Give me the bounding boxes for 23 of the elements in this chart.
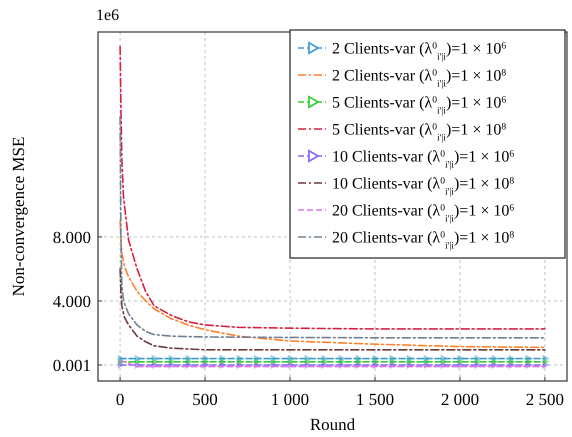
legend-label: 5 Clients-var (λ$^{0}$$_{i'|i}$)=1 × 10$^{8}$ — [332, 121, 506, 144]
y-axis-title: Non-convergence MSE — [9, 136, 28, 296]
legend-label: 20 Clients-var (λ$^{0}$$_{i'|i}$)=1 × 10$^{8}$ — [332, 229, 514, 252]
legend-label: 2 Clients-var (λ$^{0}$$_{i'|i}$)=1 × 10$^{6}$ — [332, 40, 506, 62]
legend-label: 2 Clients-var (λ$^{0}$$_{i'|i}$)=1 × 10$^{8}$ — [332, 67, 506, 90]
line-series — [119, 116, 546, 339]
point — [118, 360, 125, 370]
x-tick-label: 2 000 — [440, 390, 480, 409]
legend-label: 10 Clients-var (λ$^{0}$$_{i'|i}$)=1 × 10$^{8}$ — [332, 175, 514, 198]
line-series — [119, 268, 546, 351]
text: 1e6 — [96, 7, 120, 24]
y-tick-label: 4.000 — [52, 292, 91, 311]
y-tick-label: 8.000 — [52, 228, 91, 247]
legend-label: 5 Clients-var (λ$^{0}$$_{i'|i}$)=1 × 10$^{6}$ — [332, 94, 506, 116]
x-tick-label: 1 000 — [270, 390, 310, 409]
legend-label: 10 Clients-var (λ$^{0}$$_{i'|i}$)=1 × 10$^{6}$ — [332, 148, 514, 170]
x-tick-label: 0 — [116, 390, 124, 409]
x-tick-label: 500 — [192, 390, 218, 409]
x-tick-label: 1 500 — [356, 390, 394, 409]
legend-label: 20 Clients-var (λ$^{0}$$_{i'|i}$)=1 × 10$^{6}$ — [332, 202, 514, 224]
x-tick-label: 2 500 — [526, 390, 564, 409]
y-tick-label: 0.001 — [52, 356, 91, 375]
x-axis-title: Round — [310, 415, 356, 434]
